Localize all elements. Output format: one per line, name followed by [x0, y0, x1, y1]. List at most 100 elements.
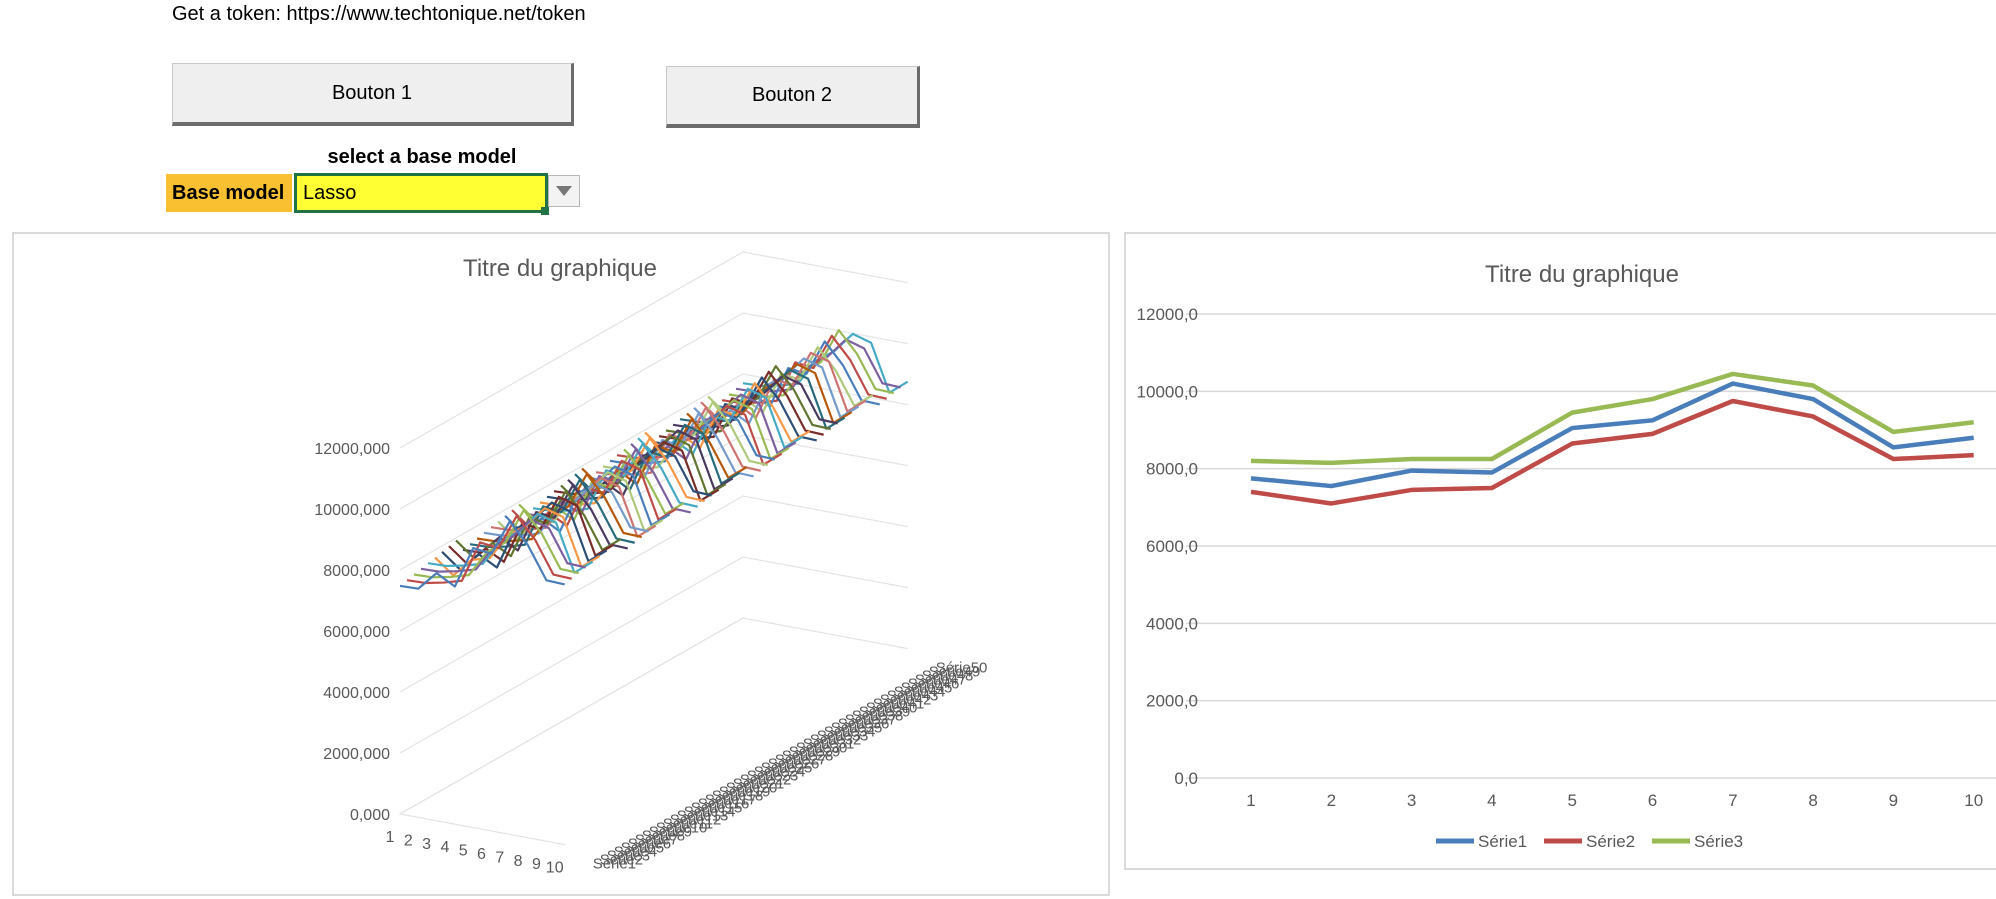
chart-3d-svg: Titre du graphique 0,000 2000,000 4000,000…	[314, 251, 988, 877]
depth-label: Série16	[698, 796, 750, 813]
y-tick-label: 4000,000	[323, 685, 390, 702]
x-tick-label: 7	[1728, 791, 1737, 810]
depth-label: Série29	[789, 744, 841, 761]
depth-label: Série42	[880, 692, 932, 709]
depth-label: Série8	[642, 828, 685, 845]
depth-label: Série48	[922, 668, 974, 685]
series-line	[406, 514, 572, 585]
y-tick-label: 8000,000	[323, 563, 390, 580]
depth-label: Série11	[663, 816, 714, 833]
depth-label: Série3	[607, 848, 650, 865]
legend-label: Série2	[1586, 832, 1635, 851]
chart-line-svg: Titre du graphique 0,0 2000,0 4000,0 6000,0…	[1137, 261, 1996, 851]
depth-label: Série6	[628, 836, 671, 853]
depth-label: Série33	[817, 728, 869, 745]
depth-label: Série14	[684, 804, 736, 821]
series-line	[1250, 398, 1974, 506]
base-model-label: Base model	[166, 174, 292, 212]
depth-label: Série17	[705, 792, 757, 809]
depth-label: Série19	[719, 784, 771, 801]
select-base-model-caption: select a base model	[327, 146, 517, 168]
chart-title: Titre du graphique	[463, 255, 657, 282]
depth-label: Série15	[691, 800, 743, 817]
x-tick-label: 10	[1964, 791, 1983, 810]
depth-label: Série7	[635, 832, 678, 849]
chart-title: Titre du graphique	[1485, 261, 1679, 288]
depth-label: Série40	[866, 700, 918, 717]
depth-label: Série35	[831, 720, 883, 737]
depth-label: Série39	[859, 704, 911, 721]
depth-label: Série4	[614, 844, 657, 861]
floor-edge	[398, 617, 744, 846]
depth-label: Série46	[908, 676, 960, 693]
y-tick-label: 2000,0	[1146, 692, 1198, 711]
depth-label: Série26	[768, 756, 820, 773]
base-model-cell[interactable]: Lasso	[294, 173, 548, 213]
depth-label: Série41	[873, 696, 925, 713]
depth-label: Série20	[726, 780, 778, 797]
x-tick-label: 2	[404, 832, 413, 849]
depth-label: Série47	[915, 672, 967, 689]
depth-label: Série25	[761, 760, 813, 777]
depth-label: Série49	[929, 664, 981, 681]
x-tick-label: 8	[514, 853, 523, 870]
series-line	[1250, 381, 1974, 489]
gridline	[399, 617, 908, 815]
depth-label: Série30	[796, 740, 848, 757]
y-tick-label: 10000,000	[314, 502, 390, 519]
depth-label: Série21	[733, 776, 785, 793]
x-tick-label: 9	[532, 856, 541, 873]
gridline	[399, 556, 908, 754]
depth-label: Série1	[593, 856, 636, 873]
x-tick-label: 2	[1327, 791, 1336, 810]
bouton-2-button[interactable]: Bouton 2	[666, 66, 920, 128]
y-tick-label: 2000,000	[323, 746, 390, 763]
series-line	[1250, 371, 1974, 466]
x-tick-label: 3	[422, 836, 431, 853]
depth-label: Série37	[845, 712, 897, 729]
y-tick-label: 6000,0	[1146, 537, 1198, 556]
depth-label: Série23	[747, 768, 799, 785]
y-tick-label: 6000,000	[323, 624, 390, 641]
series-line	[399, 520, 565, 590]
x-tick-label: 6	[477, 846, 486, 863]
x-tick-label: 5	[459, 843, 468, 860]
y-tick-label: 12000,000	[314, 441, 390, 458]
depth-label: Série45	[901, 680, 953, 697]
dropdown-arrow-button[interactable]	[548, 175, 580, 207]
row-stub	[0, 190, 4, 204]
x-tick-label: 5	[1567, 791, 1576, 810]
chart-line[interactable]: Titre du graphique 0,0 2000,0 4000,0 6000,0…	[1124, 232, 1996, 870]
depth-label: Série36	[838, 716, 890, 733]
legend-label: Série1	[1478, 832, 1527, 851]
depth-label: Série43	[887, 688, 939, 705]
x-tick-label: 3	[1407, 791, 1416, 810]
depth-label: Série12	[670, 812, 722, 829]
y-tick-label: 10000,0	[1137, 382, 1198, 401]
gridline	[399, 495, 908, 693]
depth-label: Série13	[677, 808, 729, 825]
y-tick-label: 0,0	[1174, 769, 1198, 788]
fill-handle[interactable]	[541, 207, 549, 215]
gridline	[399, 373, 908, 571]
x-tick-label: 1	[1246, 791, 1255, 810]
depth-label: Série10	[656, 820, 708, 837]
depth-label: Série5	[621, 840, 664, 857]
x-tick-label: 1	[386, 829, 395, 846]
depth-label: Série18	[712, 788, 764, 805]
bouton-1-button[interactable]: Bouton 1	[172, 63, 574, 126]
chart-3d-line[interactable]: Titre du graphique 0,000 2000,000 4000,000…	[12, 232, 1110, 896]
depth-label: Série31	[803, 736, 855, 753]
x-tick-label: 4	[440, 839, 449, 856]
x-tick-label: 6	[1648, 791, 1657, 810]
y-tick-label: 0,000	[350, 807, 390, 824]
depth-label: Série32	[810, 732, 862, 749]
x-tick-label: 4	[1487, 791, 1496, 810]
depth-label: Série38	[852, 708, 904, 725]
depth-label: Série2	[600, 852, 643, 869]
depth-label: Série24	[754, 764, 806, 781]
depth-label: Série28	[782, 748, 834, 765]
depth-label: Série50	[936, 660, 988, 677]
y-tick-label: 12000,0	[1137, 305, 1198, 324]
depth-label: Série27	[775, 752, 827, 769]
